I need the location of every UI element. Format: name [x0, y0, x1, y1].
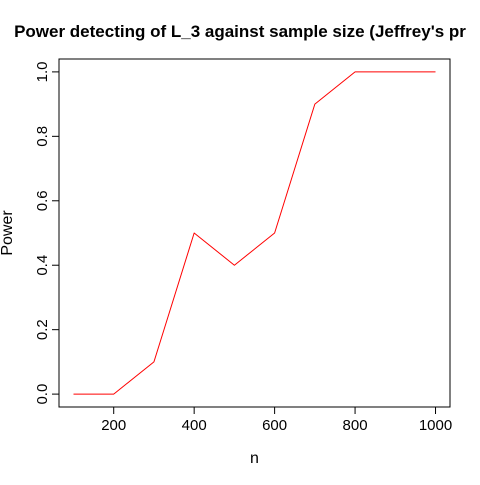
x-tick-label: 200: [101, 417, 126, 434]
x-tick-label: 800: [343, 417, 368, 434]
x-tick-label: 400: [182, 417, 207, 434]
chart-title: Power detecting of L_3 against sample si…: [14, 22, 466, 41]
plot-border: [59, 59, 450, 407]
series-layer: [73, 72, 435, 394]
x-tick-label: 1000: [419, 417, 452, 434]
x-tick-label: 600: [262, 417, 287, 434]
y-axis: 0.0 0.2 0.4 0.6 0.8 1.0: [34, 61, 59, 404]
y-tick-label: 0.4: [34, 255, 51, 276]
y-tick-label: 0.0: [34, 384, 51, 405]
y-tick-label: 0.8: [34, 126, 51, 147]
y-tick-label: 0.2: [34, 319, 51, 340]
y-axis-label: Power: [0, 210, 16, 256]
x-axis-label: n: [250, 450, 259, 467]
y-tick-label: 0.6: [34, 190, 51, 211]
series-line: [73, 72, 435, 394]
y-tick-label: 1.0: [34, 61, 51, 82]
x-axis: 200 400 600 800 1000: [101, 407, 452, 434]
